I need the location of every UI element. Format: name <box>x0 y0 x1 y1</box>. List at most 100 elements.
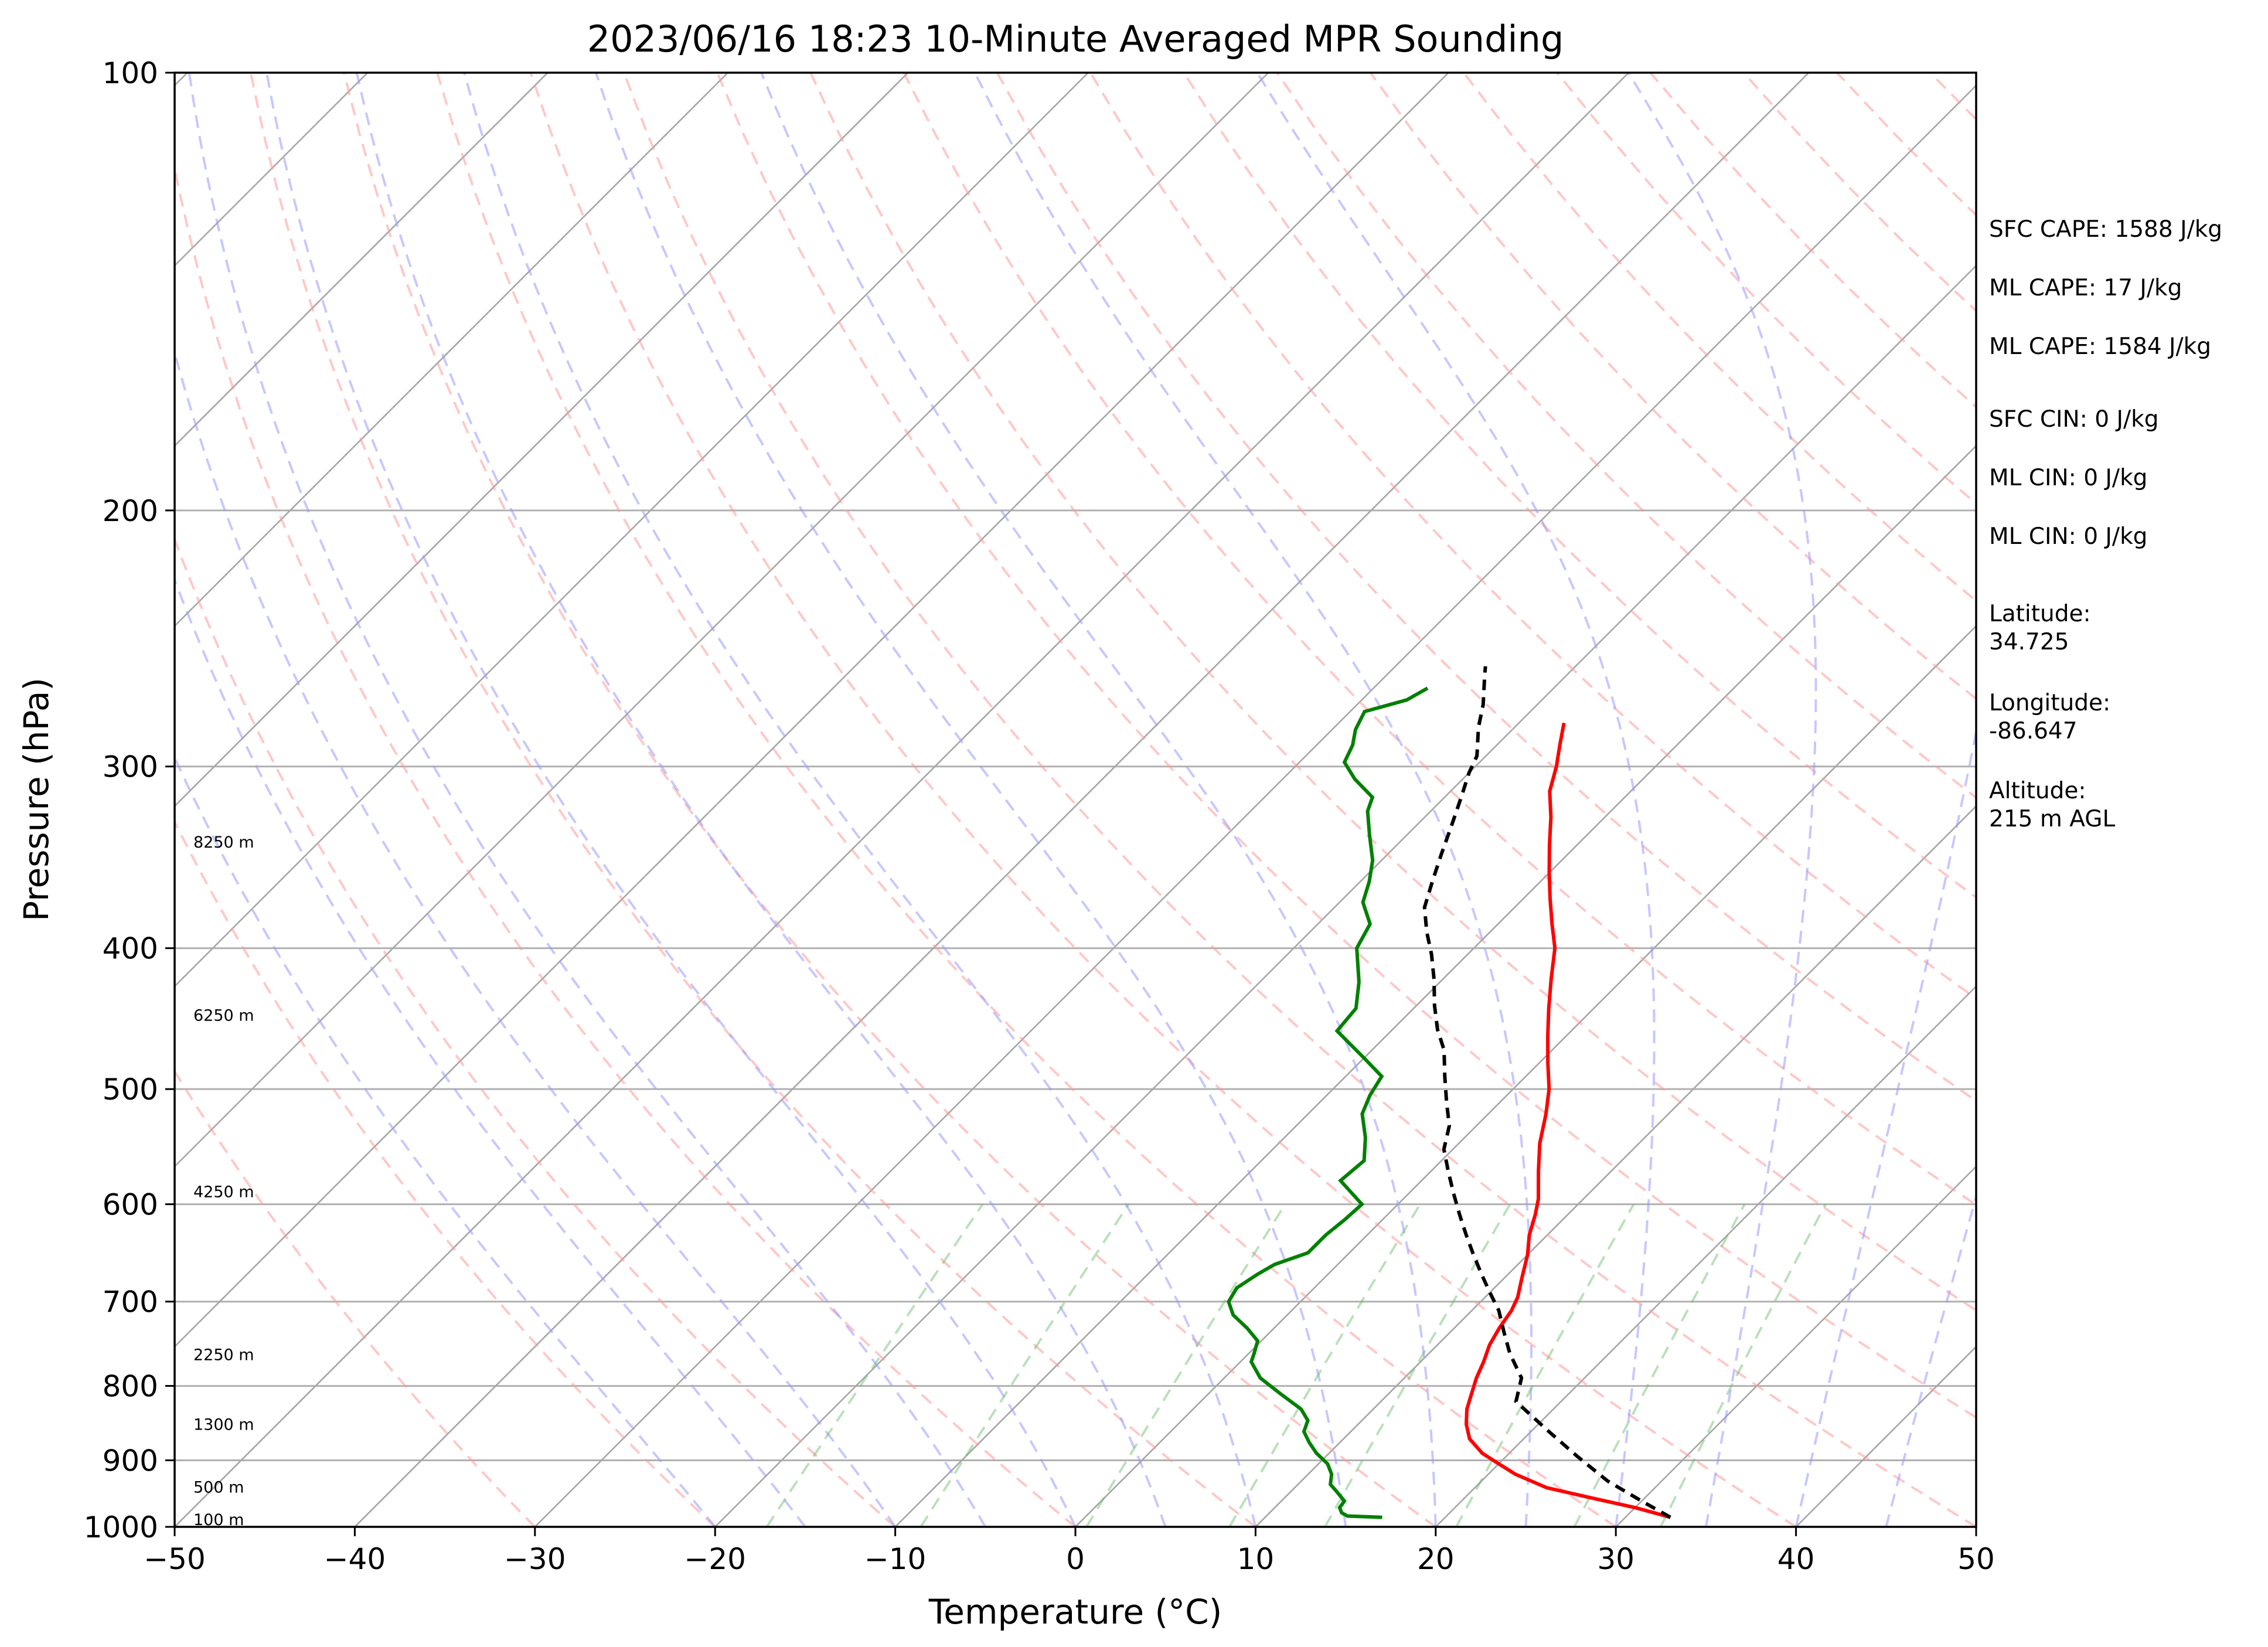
isotherm-line <box>175 73 1629 1527</box>
parcel-line <box>1422 666 1671 1519</box>
isotherm-line <box>175 73 1269 1168</box>
x-tick-label: 20 <box>1417 1542 1455 1576</box>
mixing-ratio-line <box>765 1203 984 1527</box>
index-annotation: ML CAPE: 17 J/kg <box>1989 275 2182 301</box>
temperature-line <box>1464 722 1671 1519</box>
dry-adiabat-line <box>622 73 1976 1527</box>
isotherm-line <box>175 73 909 808</box>
x-tick-label: 10 <box>1237 1542 1275 1576</box>
mixing-ratio-line <box>1228 1203 1421 1527</box>
y-tick-label: 700 <box>103 1285 158 1319</box>
x-tick-label: −10 <box>864 1542 927 1576</box>
moist-adiabat-line <box>188 73 987 1527</box>
moist-adiabat-line <box>1627 73 1817 1527</box>
isotherm-line <box>175 73 728 627</box>
x-tick-label: −50 <box>144 1542 206 1576</box>
mixing-ratio-line <box>1324 1203 1511 1527</box>
latitude-value: 34.725 <box>1989 629 2069 655</box>
height-label: 2250 m <box>193 1346 254 1364</box>
isotherm-line <box>534 84 1976 1527</box>
y-tick-label: 100 <box>103 56 158 90</box>
dry-adiabat-line <box>436 73 1617 1527</box>
moist-adiabat-line <box>175 576 806 1527</box>
dry-adiabat-lines <box>175 73 1976 1527</box>
moist-adiabat-line <box>973 73 1533 1527</box>
mixing-ratio-line <box>1573 1203 1746 1527</box>
y-tick-label: 600 <box>103 1188 158 1222</box>
y-tick-label: 500 <box>103 1073 158 1107</box>
isotherm-lines <box>175 73 1976 1527</box>
isotherm-line <box>1615 1165 1976 1527</box>
mixing-ratio-line <box>1085 1203 1286 1527</box>
moist-adiabat-line <box>265 73 1077 1527</box>
height-label: 4250 m <box>193 1183 254 1202</box>
height-label: 6250 m <box>193 1007 254 1025</box>
isotherm-line <box>175 73 1449 1348</box>
index-annotation: SFC CIN: 0 J/kg <box>1989 406 2158 433</box>
height-label: 1300 m <box>193 1415 254 1434</box>
station-info: Latitude: 34.725 Longitude: -86.647 Alti… <box>1989 601 2115 832</box>
isotherm-line <box>894 444 1976 1527</box>
dry-adiabat-line <box>175 162 1077 1527</box>
mixing-ratio-line <box>1659 1203 1827 1527</box>
moist-adiabat-lines <box>175 73 1976 1527</box>
dry-adiabat-line <box>175 536 896 1527</box>
isotherm-line <box>1435 985 1976 1527</box>
dry-adiabat-line <box>343 73 1436 1527</box>
moist-adiabat-line <box>1885 1193 1976 1527</box>
height-labels: 100 m 500 m 1300 m 2250 m 4250 m 6250 m 8250 m <box>193 833 254 1529</box>
x-tick-label: −30 <box>504 1542 566 1576</box>
x-tick-label: 50 <box>1957 1542 1995 1576</box>
moist-adiabat-line <box>175 755 716 1527</box>
index-annotation: ML CAPE: 1584 J/kg <box>1989 334 2211 360</box>
x-tick-label: −40 <box>324 1542 386 1576</box>
y-tick-label: 400 <box>103 932 158 966</box>
dry-adiabat-line <box>996 73 1976 1102</box>
moist-adiabat-line <box>175 348 897 1527</box>
isotherm-line <box>1255 805 1976 1527</box>
chart-title: 2023/06/16 18:23 10-Minute Averaged MPR … <box>587 18 1564 60</box>
y-tick-label: 200 <box>103 494 158 528</box>
x-tick-label: 30 <box>1597 1542 1634 1576</box>
x-tick-label: −20 <box>684 1542 746 1576</box>
height-label: 500 m <box>193 1479 244 1497</box>
x-tick-label: 0 <box>1066 1542 1085 1576</box>
isotherm-line <box>175 73 549 447</box>
altitude-label: Altitude: <box>1989 778 2086 804</box>
y-axis-label: Pressure (hPa) <box>16 678 56 921</box>
dry-adiabat-line <box>175 1068 536 1527</box>
x-axis-label: Temperature (°C) <box>928 1592 1222 1632</box>
x-tick-label: 40 <box>1777 1542 1815 1576</box>
index-annotations: SFC CAPE: 1588 J/kg ML CAPE: 17 J/kg ML CA… <box>1989 216 2222 550</box>
moist-adiabat-line <box>463 73 1257 1527</box>
height-label: 100 m <box>193 1511 244 1529</box>
x-axis-ticks: −50 −40 −30 −20 −10 0 10 20 30 40 50 <box>144 1527 1995 1576</box>
height-label: 8250 m <box>193 833 254 852</box>
isotherm-line <box>175 73 1089 988</box>
mixing-ratio-lines <box>765 1203 1827 1527</box>
y-tick-label: 800 <box>103 1370 158 1404</box>
y-axis-ticks: 1000 900 800 700 600 500 400 300 200 100 <box>84 56 175 1544</box>
y-tick-label: 300 <box>103 750 158 784</box>
longitude-value: -86.647 <box>1989 718 2078 744</box>
y-tick-label: 1000 <box>84 1510 158 1544</box>
dry-adiabat-line <box>1369 73 1976 700</box>
pressure-gridlines <box>175 73 1976 1527</box>
index-annotation: ML CIN: 0 J/kg <box>1989 523 2147 550</box>
moist-adiabat-line <box>355 73 1167 1527</box>
moist-adiabat-line <box>1794 726 1976 1527</box>
y-tick-label: 900 <box>103 1444 158 1478</box>
dry-adiabat-line <box>809 73 1976 1312</box>
moist-adiabat-line <box>760 73 1437 1527</box>
isotherm-line <box>354 73 1810 1527</box>
mixing-ratio-line <box>920 1203 1130 1527</box>
dry-adiabat-line <box>903 73 1976 1207</box>
index-annotation: SFC CAPE: 1588 J/kg <box>1989 216 2222 243</box>
mixing-ratio-line <box>1455 1203 1635 1527</box>
altitude-value: 215 m AGL <box>1989 806 2115 832</box>
dry-adiabat-line <box>1276 73 1976 799</box>
dewpoint-line <box>1227 686 1429 1519</box>
index-annotation: ML CIN: 0 J/kg <box>1989 465 2147 491</box>
dry-adiabat-line <box>249 73 1256 1527</box>
